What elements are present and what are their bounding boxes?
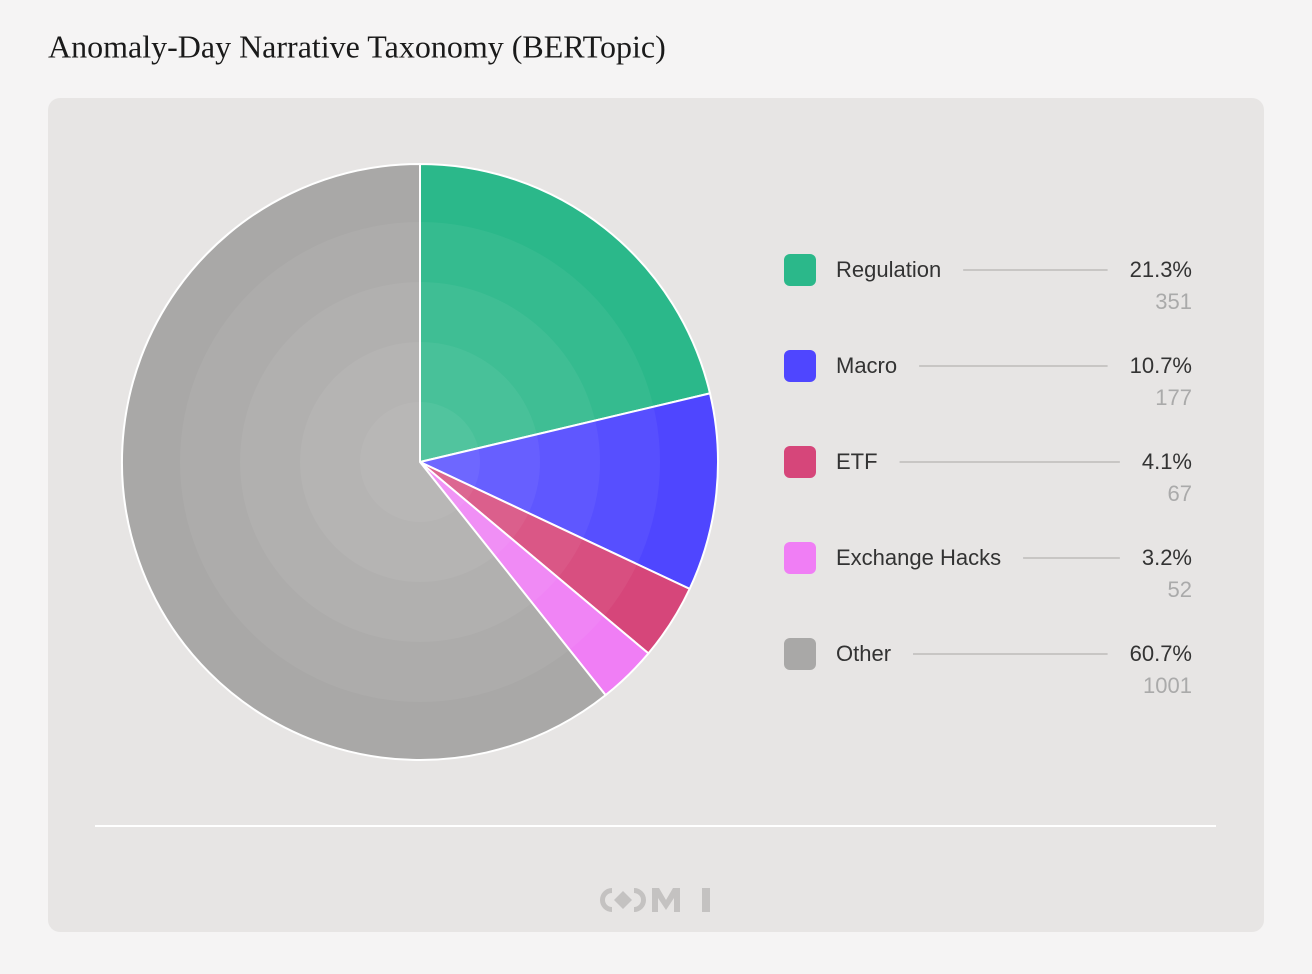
pie (121, 162, 719, 761)
legend-label: Regulation (836, 257, 941, 282)
pie-slice (121, 162, 607, 761)
value-label: 21.3% (1130, 257, 1192, 282)
legend: Regulation 21.3% 351 Macro 10.7% 177 ETF 4.1% 67… (784, 254, 1192, 698)
legend-label: ETF (836, 449, 878, 474)
value-label: 4.1% (1142, 449, 1192, 474)
count-label: 177 (1155, 385, 1192, 410)
legend-label: Macro (836, 353, 897, 378)
legend-label: Exchange Hacks (836, 545, 1001, 570)
count-label: 67 (1168, 481, 1192, 506)
legend-swatch (784, 638, 816, 670)
pie-slice (419, 162, 712, 464)
count-label: 351 (1155, 289, 1192, 314)
legend-swatch (784, 446, 816, 478)
logo (600, 888, 710, 912)
legend-swatch (784, 254, 816, 286)
legend-label: Other (836, 641, 891, 666)
pie-slice (416, 392, 719, 591)
chart-title: Anomaly-Day Narrative Taxonomy (BERTopic… (48, 28, 666, 64)
legend-swatch (784, 350, 816, 382)
count-label: 1001 (1143, 673, 1192, 698)
count-label: 52 (1168, 577, 1192, 602)
value-label: 10.7% (1130, 353, 1192, 378)
legend-swatch (784, 542, 816, 574)
value-label: 3.2% (1142, 545, 1192, 570)
value-label: 60.7% (1130, 641, 1192, 666)
